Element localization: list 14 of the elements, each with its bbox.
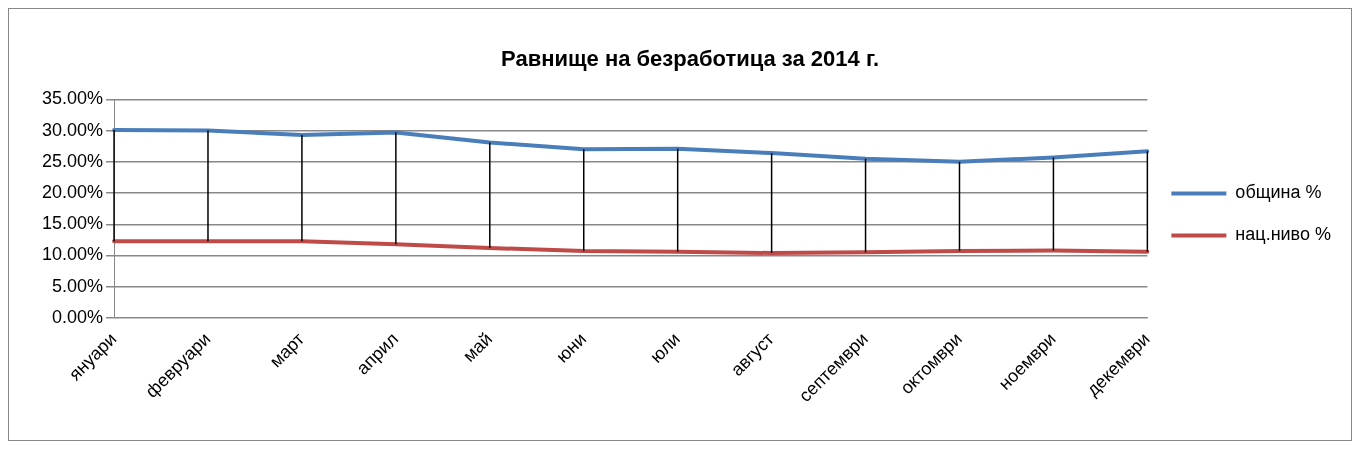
y-tick-label: 35.00% <box>41 88 104 109</box>
y-tick-label: 10.00% <box>41 244 104 265</box>
y-tick-label: 20.00% <box>41 182 104 203</box>
x-tick-label: юли <box>646 328 685 367</box>
y-tick-label: 15.00% <box>41 213 104 234</box>
y-tick-label: 25.00% <box>41 150 104 171</box>
x-tick-label: юни <box>552 328 591 367</box>
legend-label: община % <box>1235 182 1322 203</box>
y-tick-label: 30.00% <box>41 119 104 140</box>
legend-label: нац.ниво % <box>1235 224 1332 245</box>
chart-title: Равнище на безработица за 2014 г. <box>501 46 879 72</box>
y-tick-label: 5.00% <box>52 275 104 296</box>
y-tick-label: 0.00% <box>52 306 104 327</box>
x-tick-label: май <box>459 328 497 366</box>
